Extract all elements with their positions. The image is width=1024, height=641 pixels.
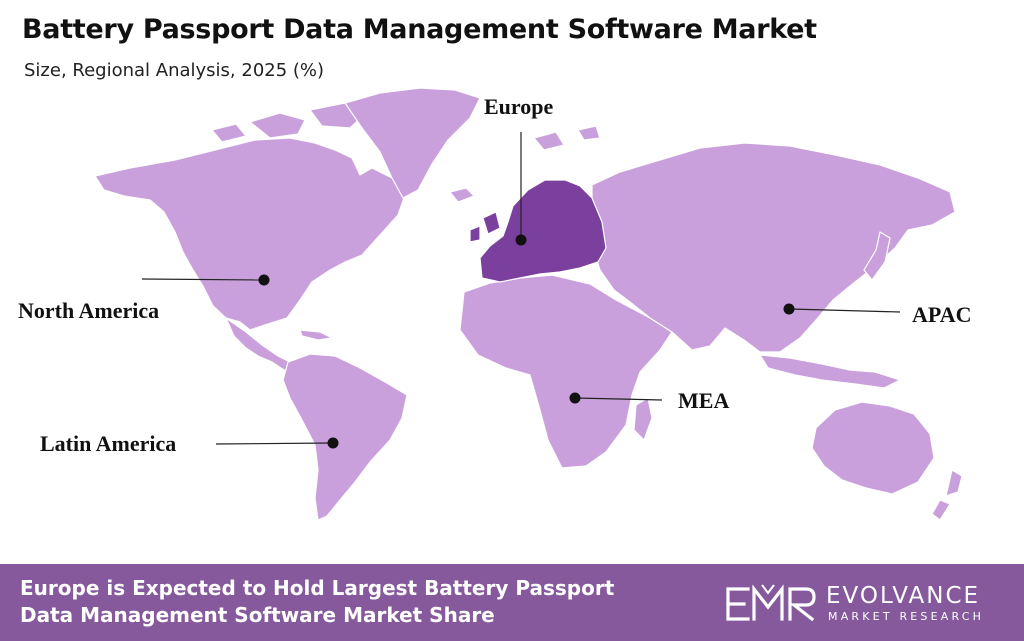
land-south-america [282,353,408,521]
leader-mea [574,397,663,401]
marker-latin-america [327,437,339,449]
leader-north-america [141,278,263,281]
land-africa [459,274,673,469]
land-asia [591,142,956,353]
land-new-zealand [931,469,963,521]
logo-name: EVOLVANCE [826,583,981,609]
marker-north-america [258,274,270,286]
land-arctic-islands [211,102,365,143]
footer-line-1: Europe is Expected to Hold Largest Batte… [20,576,615,600]
leader-apac [789,308,901,313]
region-label-latin-america: Latin America [40,431,177,456]
land-greenland [344,87,481,199]
region-europe-highlight [469,179,607,283]
page-subtitle: Size, Regional Analysis, 2025 (%) [24,60,325,81]
region-label-europe: Europe [484,94,554,119]
land-madagascar [633,397,653,441]
land-caribbean [299,329,333,341]
marker-europe [515,234,527,246]
region-markers [258,234,795,449]
region-label-north-america: North America [18,298,160,323]
brand-logo: EVOLVANCE MARKET RESEARCH [722,581,1012,627]
emr-logo-icon [726,584,816,622]
land-masses [94,87,963,521]
marker-apac [783,303,795,315]
land-japan [863,231,891,281]
region-label-apac: APAC [912,302,972,327]
marker-mea [569,392,581,404]
region-label-mea: MEA [678,388,730,413]
logo-tagline: MARKET RESEARCH [828,610,985,623]
land-southeast-asia [759,354,901,389]
footer-line-2: Data Management Software Market Share [20,603,495,627]
leader-lines [141,132,901,445]
land-iceland [449,187,475,203]
page-title: Battery Passport Data Management Softwar… [22,14,817,45]
footer-headline: Europe is Expected to Hold Largest Batte… [20,575,670,629]
land-north-america [94,137,406,331]
footer-banner: Europe is Expected to Hold Largest Batte… [0,564,1024,641]
land-australia [811,401,935,495]
land-svalbard [533,125,601,151]
leader-latin-america [215,442,333,445]
